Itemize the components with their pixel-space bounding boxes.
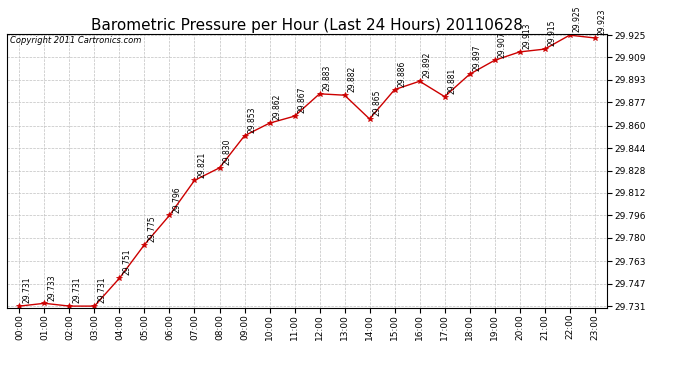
Text: 29.796: 29.796 [172,186,181,213]
Text: 29.913: 29.913 [522,22,531,49]
Text: 29.867: 29.867 [297,87,306,113]
Text: 29.821: 29.821 [197,152,206,178]
Text: 29.923: 29.923 [598,9,607,35]
Text: 29.731: 29.731 [72,277,81,303]
Text: 29.883: 29.883 [322,64,331,91]
Text: 29.865: 29.865 [373,90,382,116]
Text: 29.897: 29.897 [473,45,482,72]
Text: 29.907: 29.907 [497,31,506,57]
Text: 29.751: 29.751 [122,249,131,275]
Text: Copyright 2011 Cartronics.com: Copyright 2011 Cartronics.com [10,36,141,45]
Text: 29.862: 29.862 [273,94,282,120]
Text: 29.881: 29.881 [447,68,456,94]
Text: 29.731: 29.731 [97,277,106,303]
Text: 29.882: 29.882 [347,66,356,92]
Text: 29.925: 29.925 [573,6,582,32]
Text: 29.892: 29.892 [422,52,431,78]
Text: 29.775: 29.775 [147,215,156,242]
Title: Barometric Pressure per Hour (Last 24 Hours) 20110628: Barometric Pressure per Hour (Last 24 Ho… [91,18,523,33]
Text: 29.830: 29.830 [222,138,231,165]
Text: 29.915: 29.915 [547,20,556,46]
Text: 29.853: 29.853 [247,106,256,133]
Text: 29.886: 29.886 [397,60,406,87]
Text: 29.733: 29.733 [47,274,56,300]
Text: 29.731: 29.731 [22,277,31,303]
